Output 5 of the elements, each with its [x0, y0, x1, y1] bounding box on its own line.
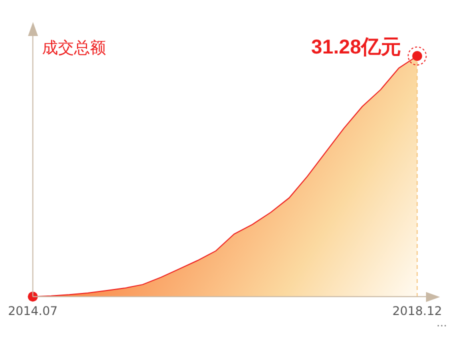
chart-title: 成交总额	[42, 38, 106, 59]
x-tick-label: 2018.12	[392, 304, 442, 318]
text: ···	[436, 319, 447, 332]
annotation: 31.28亿元	[311, 36, 402, 59]
x-tick-label: 2014.07	[8, 304, 58, 318]
